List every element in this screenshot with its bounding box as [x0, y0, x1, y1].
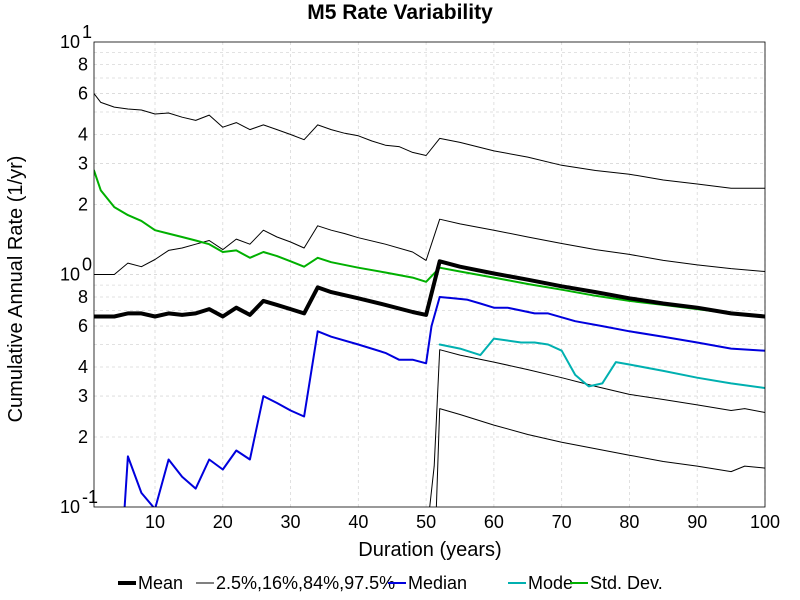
series-line-97-5 — [94, 93, 765, 189]
series-line-16 — [429, 349, 765, 507]
x-tick-label: 60 — [484, 512, 504, 532]
x-tick-label: 10 — [145, 512, 165, 532]
y-axis-label: Cumulative Annual Rate (1/yr) — [5, 156, 27, 423]
series-line-median — [123, 296, 765, 507]
y-tick-label: 3 — [78, 154, 88, 174]
y-decade-tick-exponent: -1 — [82, 487, 98, 507]
x-tick-label: 90 — [687, 512, 707, 532]
legend-label: Mean — [138, 573, 183, 593]
plot-lines — [94, 93, 765, 507]
y-tick-label: 8 — [78, 55, 88, 75]
y-tick-label: 2 — [78, 427, 88, 447]
y-tick-label: 3 — [78, 386, 88, 406]
series-line-mean — [94, 259, 765, 319]
x-axis-label: Duration (years) — [358, 539, 501, 561]
y-decade-tick-exponent: 0 — [82, 255, 92, 275]
legend-label: Median — [408, 573, 467, 593]
chart-title: M5 Rate Variability — [307, 1, 493, 24]
legend-label: Std. Dev. — [590, 573, 663, 593]
y-tick-label: 6 — [78, 316, 88, 336]
series-line-mode — [438, 337, 765, 389]
y-decade-tick-exponent: 1 — [82, 22, 92, 42]
x-tick-label: 50 — [416, 512, 436, 532]
series-line-2-5 — [435, 408, 765, 507]
x-tick-label: 30 — [281, 512, 301, 532]
legend-label: 2.5%,16%,84%,97.5% — [216, 573, 395, 593]
y-tick-label: 8 — [78, 287, 88, 307]
y-decade-tick-label: 10 — [60, 32, 80, 52]
legend-label: Mode — [528, 573, 573, 593]
y-decade-tick-label: 10 — [60, 497, 80, 517]
y-decade-tick-label: 10 — [60, 265, 80, 285]
series-line-84 — [94, 218, 765, 275]
x-tick-label: 80 — [619, 512, 639, 532]
y-tick-label: 4 — [78, 125, 88, 145]
series-line-std-dev — [94, 169, 765, 318]
y-tick-label: 4 — [78, 357, 88, 377]
x-tick-label: 100 — [750, 512, 780, 532]
y-tick-label: 2 — [78, 195, 88, 215]
x-tick-label: 20 — [213, 512, 233, 532]
x-tick-label: 40 — [348, 512, 368, 532]
plot-frame — [93, 41, 766, 508]
y-tick-label: 6 — [78, 84, 88, 104]
grid — [94, 42, 766, 507]
x-tick-label: 70 — [552, 512, 572, 532]
legend: Mean 2.5%,16%,84%,97.5% Median Mode Std. Dev… — [118, 573, 663, 593]
